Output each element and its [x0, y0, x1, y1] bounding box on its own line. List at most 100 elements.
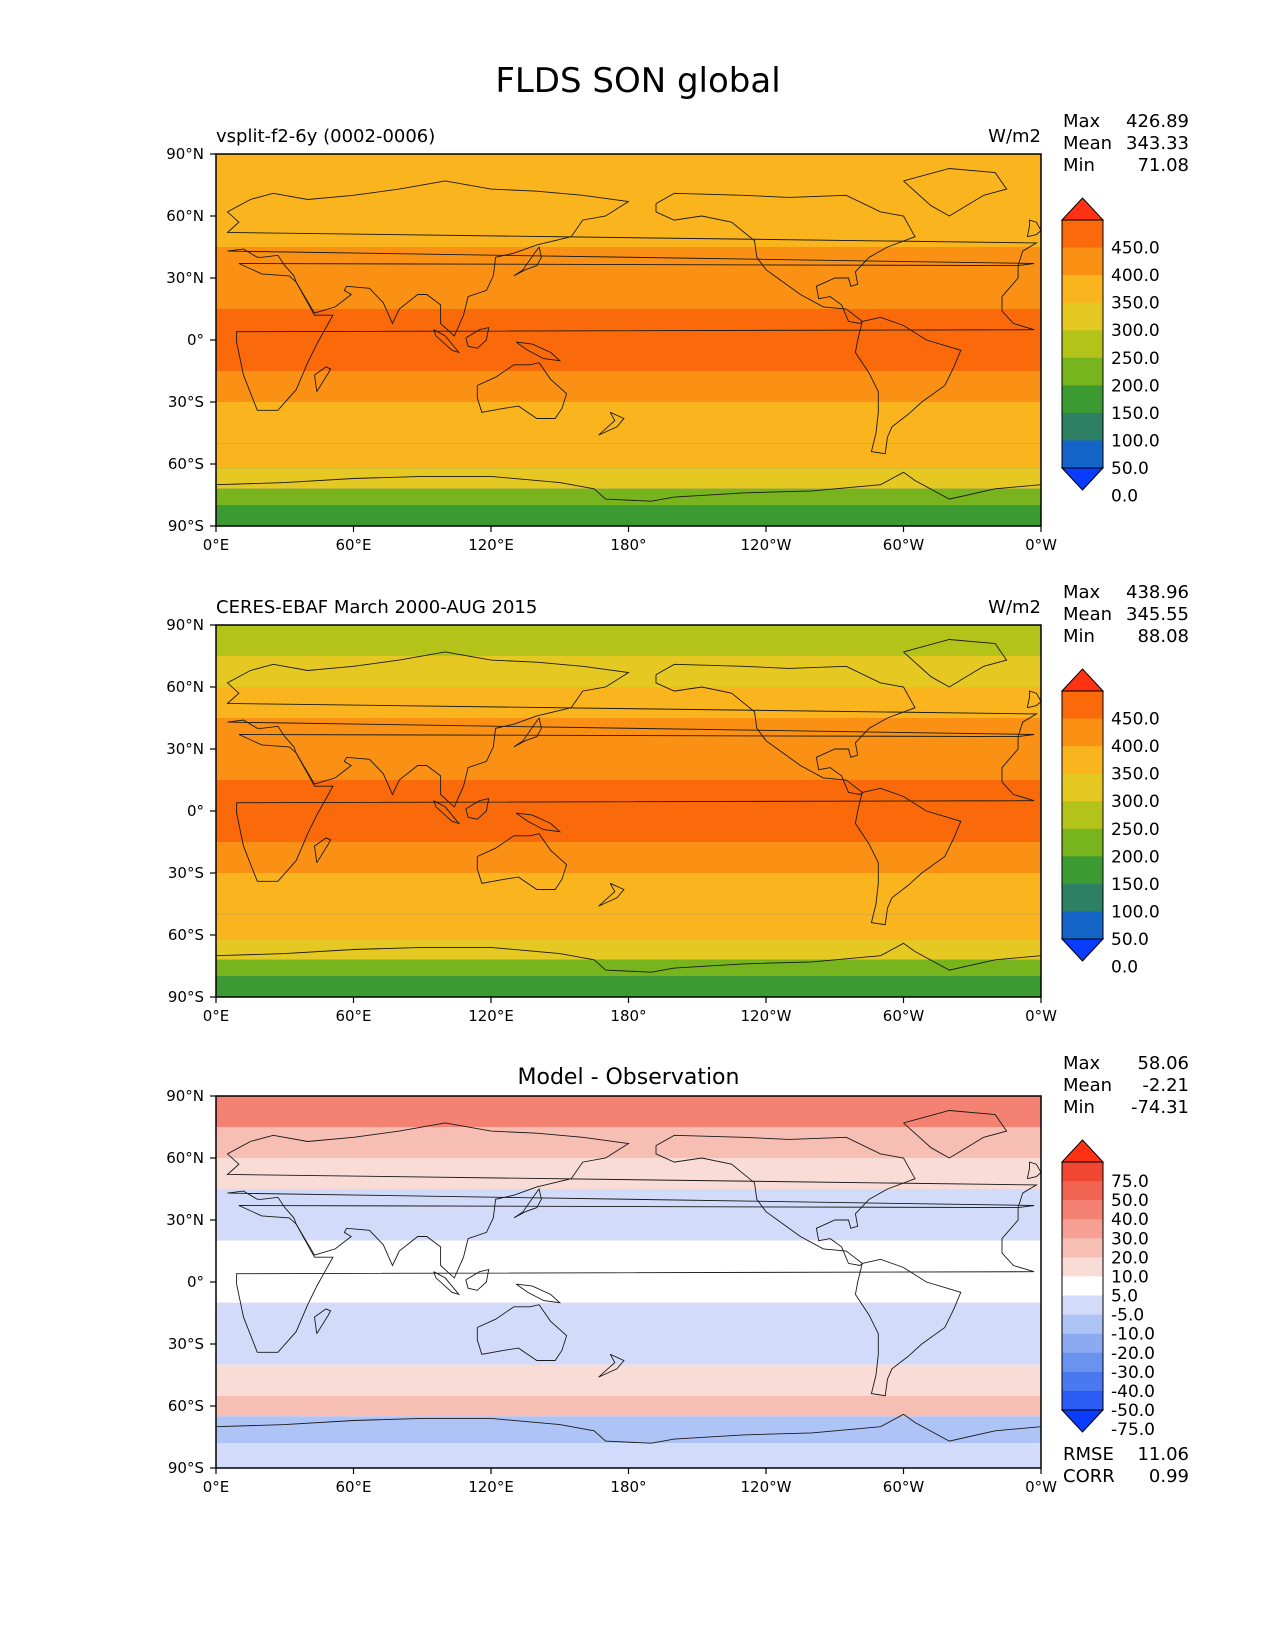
colorbar-swatch — [1062, 718, 1103, 747]
coastline — [903, 168, 1008, 217]
colorbar: 450.0 400.0 350.0 300.0 250.0 200.0 150.0 100.0… — [1060, 197, 1160, 507]
coastlines — [216, 1110, 1041, 1444]
map-panel-2: 0°E 60°E 120°E 180° 120°W 60°W 0°W 90°N 60°N 30°N… — [166, 582, 1189, 1025]
field-band — [216, 939, 1041, 960]
field-band — [216, 1127, 1041, 1158]
colorbar-label: 450.0 — [1111, 710, 1160, 730]
colorbar-swatch — [1062, 412, 1103, 441]
y-tick-label: 90°S — [168, 1459, 204, 1477]
field-band — [216, 842, 1041, 873]
colorbar-frame — [1061, 219, 1104, 469]
colorbar-swatch — [1062, 883, 1103, 912]
colorbar-swatch — [1062, 330, 1103, 359]
x-tick-label: 120°W — [741, 536, 792, 554]
field-band — [216, 780, 1041, 842]
y-tick-label: 90°S — [168, 988, 204, 1006]
colorbar-label: 100.0 — [1111, 431, 1160, 451]
field-band — [216, 873, 1041, 915]
coastline — [226, 1122, 1038, 1279]
colorbar-label: -75.0 — [1111, 1420, 1155, 1440]
field-band — [216, 443, 1041, 469]
colorbar-label: 450.0 — [1111, 239, 1160, 259]
stat-label: Min — [1063, 155, 1095, 176]
coastline — [433, 329, 461, 354]
colorbar-swatch — [1062, 1200, 1103, 1220]
colorbar-label: 50.0 — [1111, 459, 1149, 479]
colorbar-swatch — [1062, 911, 1103, 940]
colorbar-label: 150.0 — [1111, 404, 1160, 424]
coastline — [598, 1353, 625, 1378]
y-tick-label: 90°N — [166, 145, 204, 163]
colorbar-label: -20.0 — [1111, 1344, 1155, 1364]
colorbar-frame — [1061, 690, 1104, 940]
colorbar-label: 40.0 — [1111, 1210, 1149, 1230]
stat-label: Mean — [1063, 133, 1112, 154]
stat-label: Mean — [1063, 604, 1112, 625]
coastline — [226, 180, 1038, 337]
y-tick-label: 60°N — [166, 1149, 204, 1167]
x-tick-label: 0°W — [1025, 1007, 1057, 1025]
colorbar-extend-max — [1060, 197, 1105, 221]
x-tick-label: 0°E — [203, 536, 230, 554]
colorbar-swatch — [1062, 275, 1103, 304]
y-tick-label: 60°N — [166, 207, 204, 225]
field-band — [216, 309, 1041, 371]
stat-value: 58.06 — [1137, 1053, 1189, 1074]
y-tick-label: 60°S — [168, 455, 204, 473]
colorbar-swatch — [1062, 1162, 1103, 1182]
coastline — [655, 1134, 916, 1266]
colorbar-swatch — [1062, 1219, 1103, 1239]
stat-value: 343.33 — [1126, 133, 1189, 154]
map-panel-1: 0°E 60°E 120°E 180° 120°W 60°W 0°W 90°N 60°N 30°N… — [166, 111, 1189, 554]
y-tick-label: 0° — [187, 802, 204, 820]
coastlines — [216, 168, 1041, 502]
field-band — [216, 468, 1041, 489]
colorbar-swatch — [1062, 1314, 1103, 1335]
field-band — [216, 216, 1041, 247]
x-tick-label: 120°E — [468, 1478, 514, 1496]
coastline — [515, 341, 562, 362]
coastline — [515, 812, 562, 833]
coastline — [903, 1110, 1008, 1159]
y-tick-label: 30°S — [168, 393, 204, 411]
y-tick-label: 90°S — [168, 517, 204, 535]
colorbar-label: -40.0 — [1111, 1382, 1155, 1402]
coastline — [513, 245, 542, 277]
stat-label: Min — [1063, 626, 1095, 647]
colorbar-swatch — [1062, 357, 1103, 386]
x-tick-label: 120°W — [741, 1478, 792, 1496]
coastline — [903, 639, 1008, 688]
coastline — [314, 1308, 332, 1334]
x-tick-label: 120°E — [468, 1007, 514, 1025]
y-tick-label: 30°N — [166, 740, 204, 758]
field-band — [216, 1395, 1041, 1417]
colorbar-swatch — [1062, 1257, 1103, 1277]
field-band — [216, 976, 1041, 997]
figure-title: FLDS SON global — [495, 61, 780, 101]
x-tick-label: 180° — [610, 536, 646, 554]
y-tick-label: 90°N — [166, 1087, 204, 1105]
colorbar-label: 150.0 — [1111, 875, 1160, 895]
y-tick-label: 30°S — [168, 864, 204, 882]
map-panel-3: 0°E 60°E 120°E 180° 120°W 60°W 0°W 90°N 60°N 30°N… — [166, 1053, 1189, 1496]
field-band — [216, 402, 1041, 444]
colorbar-label: 50.0 — [1111, 930, 1149, 950]
colorbar-label: 30.0 — [1111, 1229, 1149, 1249]
field-band — [216, 718, 1041, 749]
coastline — [236, 734, 1035, 882]
x-tick-label: 60°W — [883, 536, 925, 554]
extra-stat-label: CORR — [1063, 1466, 1115, 1487]
colorbar-extend-min — [1060, 467, 1105, 491]
coastline — [216, 471, 1041, 502]
coastlines — [216, 639, 1041, 973]
colorbar-label: 0.0 — [1111, 958, 1138, 978]
stat-value: -74.31 — [1131, 1097, 1189, 1118]
x-tick-label: 60°E — [335, 1007, 371, 1025]
stat-value: 88.08 — [1137, 626, 1189, 647]
x-tick-label: 0°W — [1025, 536, 1057, 554]
stat-label: Max — [1063, 1053, 1101, 1074]
stat-label: Max — [1063, 111, 1101, 132]
field-band — [216, 278, 1041, 309]
field-band — [216, 1189, 1041, 1241]
y-tick-label: 30°N — [166, 1211, 204, 1229]
